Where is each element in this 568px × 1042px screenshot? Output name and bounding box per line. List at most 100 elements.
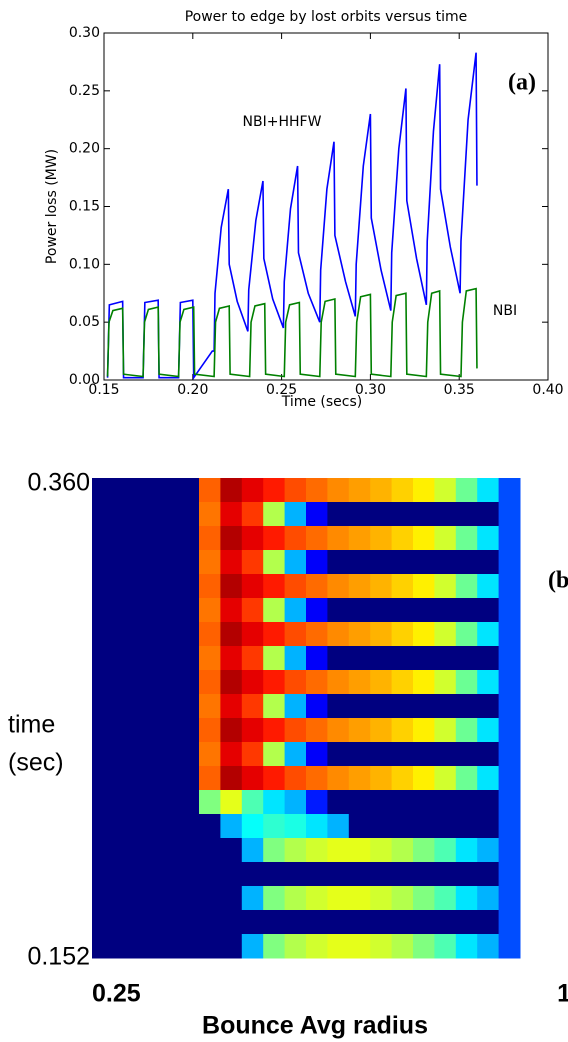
heatmap-cell xyxy=(434,742,457,767)
heatmap-cell xyxy=(113,838,136,863)
heatmap-cell xyxy=(220,886,243,911)
heatmap-cell xyxy=(263,670,286,695)
heatmap-cell xyxy=(220,862,243,887)
heatmap-cell xyxy=(498,502,521,527)
heatmap-cell xyxy=(156,718,179,743)
heatmap-cell xyxy=(92,646,114,671)
heatmap-cell xyxy=(391,790,414,815)
y-tick-label: 0.20 xyxy=(69,141,100,157)
heatmap-cell xyxy=(348,934,371,959)
heatmap-cell xyxy=(156,886,179,911)
heatmap-cell xyxy=(434,790,457,815)
heatmap-cell xyxy=(348,886,371,911)
heatmap-cell xyxy=(391,598,414,623)
heatmap-cell xyxy=(477,550,500,575)
heatmap-cell xyxy=(477,814,500,839)
heatmap-cell xyxy=(284,478,307,503)
heatmap-cell xyxy=(477,790,500,815)
heatmap-cell xyxy=(241,886,264,911)
heatmap-cell xyxy=(199,646,221,671)
heatmap-cell xyxy=(434,598,457,623)
heatmap-cell xyxy=(220,766,243,791)
heatmap-cell xyxy=(327,646,350,671)
heatmap-cell xyxy=(92,502,114,527)
heatmap-cell xyxy=(92,694,114,719)
heatmap-cell xyxy=(306,598,328,623)
heatmap-cell xyxy=(434,838,457,863)
heatmap-cell xyxy=(348,742,371,767)
heatmap-cell xyxy=(284,574,307,599)
heatmap-cell xyxy=(477,478,500,503)
heatmap-cell xyxy=(306,622,328,647)
heatmap-cell xyxy=(477,670,500,695)
heatmap-cell xyxy=(306,502,328,527)
heatmap-cell xyxy=(263,886,286,911)
heatmap-cell xyxy=(391,574,414,599)
heatmap-cell xyxy=(177,814,200,839)
heatmap-cell xyxy=(327,574,350,599)
heatmap-cell xyxy=(477,838,500,863)
heatmap-cell xyxy=(199,790,221,815)
heatmap-cell xyxy=(391,502,414,527)
heatmap-cell xyxy=(348,814,371,839)
x-axis-label: Bounce Avg radius xyxy=(202,1012,428,1040)
heatmap-cell xyxy=(92,838,114,863)
heatmap-cell xyxy=(263,742,286,767)
heatmap-cell xyxy=(498,718,521,743)
heatmap-cell xyxy=(477,718,500,743)
heatmap-cell xyxy=(370,862,393,887)
heatmap-cell xyxy=(220,550,243,575)
heatmap-cell xyxy=(134,694,157,719)
heatmap-cell xyxy=(177,886,200,911)
heatmap-cell xyxy=(263,598,286,623)
heatmap-cell xyxy=(284,718,307,743)
heatmap-cell xyxy=(199,550,221,575)
heatmap-cell xyxy=(284,622,307,647)
heatmap-cell xyxy=(306,574,328,599)
heatmap-cell xyxy=(455,478,478,503)
heatmap-cell xyxy=(113,934,136,959)
heatmap-cell xyxy=(177,550,200,575)
heatmap-cell xyxy=(177,934,200,959)
heatmap-cell xyxy=(113,742,136,767)
heatmap-cell xyxy=(220,718,243,743)
heatmap-cell xyxy=(348,718,371,743)
heatmap-cell xyxy=(498,742,521,767)
x-axis-label: Time (secs) xyxy=(281,394,363,410)
heatmap-cell xyxy=(241,934,264,959)
heatmap-cell xyxy=(306,718,328,743)
heatmap-cell xyxy=(134,574,157,599)
heatmap-cell xyxy=(199,814,221,839)
heatmap-cell xyxy=(284,838,307,863)
heatmap-cell xyxy=(134,742,157,767)
heatmap-cell xyxy=(348,790,371,815)
heatmap-cell xyxy=(455,622,478,647)
heatmap-cell xyxy=(241,550,264,575)
heatmap-cell xyxy=(370,886,393,911)
heatmap-cell xyxy=(220,790,243,815)
heatmap-cell xyxy=(413,742,435,767)
heatmap-cell xyxy=(263,694,286,719)
heatmap-cell xyxy=(113,910,136,935)
heatmap-cell xyxy=(413,934,435,959)
heatmap-cell xyxy=(306,646,328,671)
heatmap-cell xyxy=(370,550,393,575)
heatmap-cell xyxy=(477,646,500,671)
heatmap-cell xyxy=(284,742,307,767)
y-axis-label: Power loss (MW) xyxy=(44,149,60,264)
series-line xyxy=(106,52,478,381)
heatmap-cell xyxy=(199,622,221,647)
heatmap-cell xyxy=(434,670,457,695)
x-tick-label: 0.15 xyxy=(88,382,119,398)
heatmap-cell xyxy=(391,526,414,551)
heatmap-cell xyxy=(199,478,221,503)
x-tick-label: 0.30 xyxy=(355,382,386,398)
heatmap-cell xyxy=(434,718,457,743)
heatmap-cell xyxy=(455,886,478,911)
heatmap-cell xyxy=(370,934,393,959)
heatmap-cell xyxy=(391,646,414,671)
heatmap-cell xyxy=(199,574,221,599)
heatmap-cell xyxy=(263,814,286,839)
heatmap-cell xyxy=(134,598,157,623)
heatmap-cell xyxy=(477,526,500,551)
